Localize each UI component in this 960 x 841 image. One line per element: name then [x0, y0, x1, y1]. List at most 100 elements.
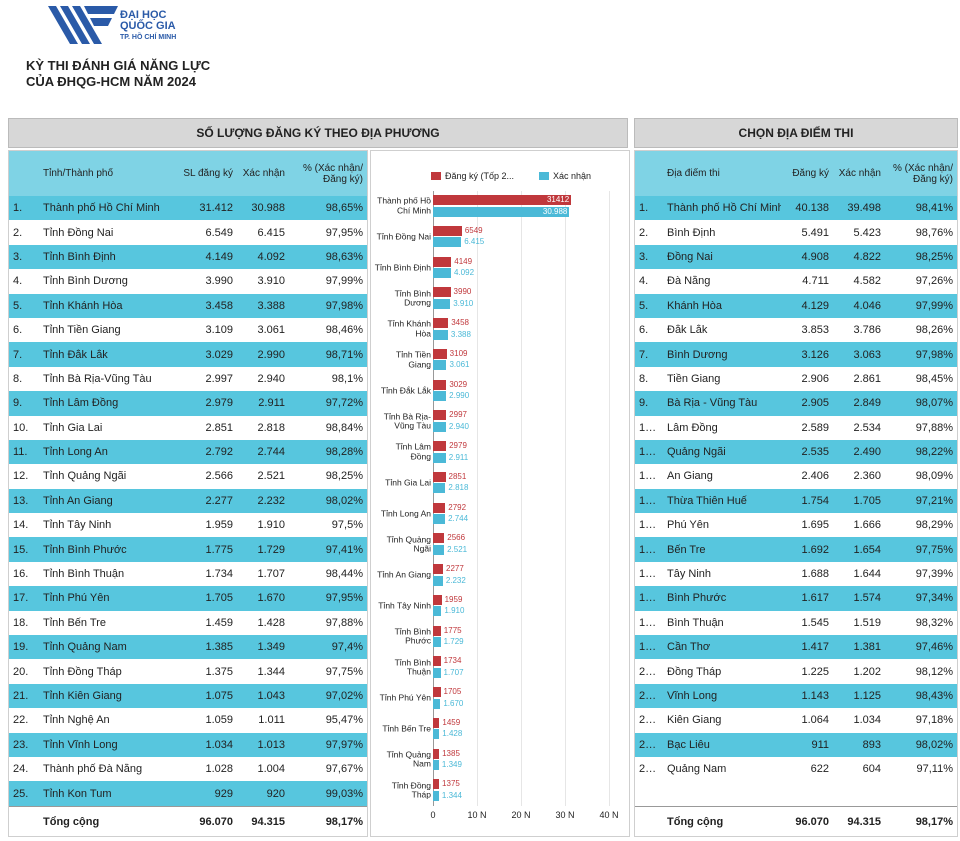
table-cell: Khánh Hòa: [667, 299, 723, 312]
table-cell: 4.582: [853, 275, 881, 288]
category-label: Thành phố Hồ Chí Minh: [377, 195, 431, 216]
table-cell: 4.046: [853, 299, 881, 312]
table-row: 3. Đồng Nai 4.908 4.822 98,25%: [635, 244, 957, 270]
category-label: Tỉnh Lâm Đồng: [395, 441, 431, 462]
category-label: Tỉnh An Giang: [377, 569, 431, 580]
table-cell: 3.990: [205, 275, 233, 288]
table-cell: 98,29%: [915, 519, 953, 532]
table-cell: Tỉnh An Giang: [43, 494, 113, 507]
category-label: Tỉnh Gia Lai: [385, 477, 431, 488]
table-row: 1. Thành phố Hồ Chí Minh 40.138 39.498 98,41…: [635, 196, 957, 221]
bar: [433, 329, 448, 340]
table-cell: 2.232: [257, 494, 285, 507]
table-cell: 18.: [13, 616, 29, 629]
table-cell: 15.: [13, 543, 29, 556]
table-cell: 4.: [639, 275, 649, 288]
value-label: 1705: [443, 687, 462, 696]
value-label: 1.428: [442, 729, 463, 739]
table-cell: 1.064: [801, 714, 829, 727]
table-cell: 5.: [639, 299, 649, 312]
table-cell: 6.415: [257, 226, 285, 239]
table-cell: 2.360: [853, 470, 881, 483]
table-cell: 1.417: [801, 641, 829, 654]
table-cell: 1.011: [258, 714, 285, 727]
value-label: 2851: [448, 471, 467, 481]
province-table: Tỉnh/Thành phố SL đăng ký Xác nhận % (Xác n…: [8, 150, 368, 837]
bar: [433, 606, 442, 617]
table-cell: 97,39%: [915, 568, 953, 581]
table-row: 2… Bạc Liêu 911 893 98,02%: [635, 732, 957, 757]
table-cell: 1.428: [257, 616, 285, 629]
table-cell: 4.: [13, 275, 23, 288]
section-title: CHỌN ĐỊA ĐIỂM THI: [634, 118, 958, 148]
table-cell: 6.: [639, 324, 649, 337]
value-label: 4.092: [454, 268, 475, 277]
x-tick-label: 0: [430, 810, 436, 820]
table-cell: Tiền Giang: [667, 372, 721, 385]
table-cell: 4.092: [257, 250, 285, 263]
total-cell: 94.315: [251, 816, 285, 828]
table-cell: Tỉnh Đắk Lắk: [43, 348, 108, 361]
table-row: 8. Tiền Giang 2.906 2.861 98,45%: [635, 366, 957, 392]
table-cell: Quảng Ngãi: [667, 446, 726, 459]
table-row: 24. Thành phố Đà Nẵng 1.028 1.004 97,67%: [9, 756, 367, 782]
table-cell: 98,26%: [915, 324, 953, 337]
bar: [433, 318, 449, 328]
table-cell: Bình Thuận: [667, 616, 724, 629]
bar: [433, 391, 447, 401]
value-label: 1459: [442, 717, 461, 727]
table-cell: 1.692: [801, 543, 829, 556]
table-cell: 98,76%: [915, 226, 953, 239]
table-cell: 98,22%: [915, 446, 953, 459]
table-cell: 1.344: [257, 665, 285, 678]
table-cell: 1.705: [853, 494, 881, 507]
table-row: 2… Quảng Nam 622 604 97,11%: [635, 756, 957, 782]
legend-label: Đăng ký (Tốp 2...: [445, 171, 515, 181]
org-name: ĐẠI HỌC QUỐC GIA TP. HỒ CHÍ MINH: [120, 10, 176, 43]
table-cell: 1.459: [205, 616, 233, 629]
table-row: 7. Bình Dương 3.126 3.063 97,98%: [635, 342, 957, 367]
table-cell: 97,21%: [915, 494, 953, 507]
table-cell: Tỉnh Gia Lai: [43, 421, 103, 434]
table-cell: 1.519: [853, 616, 881, 629]
table-row: 1… Quảng Ngãi 2.535 2.490 98,22%: [635, 439, 957, 465]
category-label: Tỉnh Tiền Giang: [396, 349, 431, 370]
total-cell: 98,17%: [325, 816, 363, 828]
table-cell: 1.545: [801, 616, 829, 629]
value-label: 1775: [443, 625, 462, 635]
table-cell: 920: [266, 787, 285, 800]
table-cell: 98,25%: [915, 250, 953, 263]
table-cell: 98,84%: [325, 421, 363, 434]
value-label: 2997: [449, 410, 467, 420]
grid-line: [477, 191, 478, 806]
title-line: CỦA ĐHQG-HCM NĂM 2024: [26, 74, 196, 89]
table-cell: 22.: [13, 714, 29, 727]
table-row: 8. Tỉnh Bà Rịa-Vũng Tàu 2.997 2.940 98,1%: [9, 366, 367, 392]
table-cell: 1.707: [257, 568, 285, 581]
bar: [433, 379, 447, 390]
table-cell: 97,02%: [325, 690, 363, 702]
table-cell: 1.654: [853, 543, 881, 556]
table-cell: Tỉnh Tây Ninh: [43, 519, 112, 532]
table-cell: 4.908: [801, 250, 829, 263]
table-cell: 1.705: [205, 592, 233, 605]
table-cell: 2…: [639, 714, 657, 727]
category-label: Tỉnh Đắk Lắk: [380, 385, 431, 396]
table-cell: Thành phố Hồ Chí Minh: [667, 202, 781, 215]
table-cell: 2.744: [257, 446, 285, 459]
category-label: Tỉnh Bến Tre: [382, 723, 431, 734]
table-cell: 1…: [639, 641, 657, 654]
table-cell: 99,03%: [325, 787, 363, 800]
table-cell: 3.458: [205, 299, 233, 312]
table-cell: 2.990: [257, 348, 285, 361]
category-label: Tỉnh Bình Dương: [394, 288, 431, 308]
table-cell: 893: [862, 738, 881, 751]
table-cell: Đắk Lắk: [667, 324, 708, 337]
bar: [433, 625, 441, 636]
table-row: 1… Phú Yên 1.695 1.666 98,29%: [635, 513, 957, 538]
table-cell: Đà Nẵng: [667, 275, 711, 288]
header-cell: Xác nhận: [242, 168, 285, 179]
value-label: 3.061: [449, 360, 470, 370]
table-cell: 1…: [639, 446, 657, 459]
table-cell: 2.490: [853, 446, 881, 459]
